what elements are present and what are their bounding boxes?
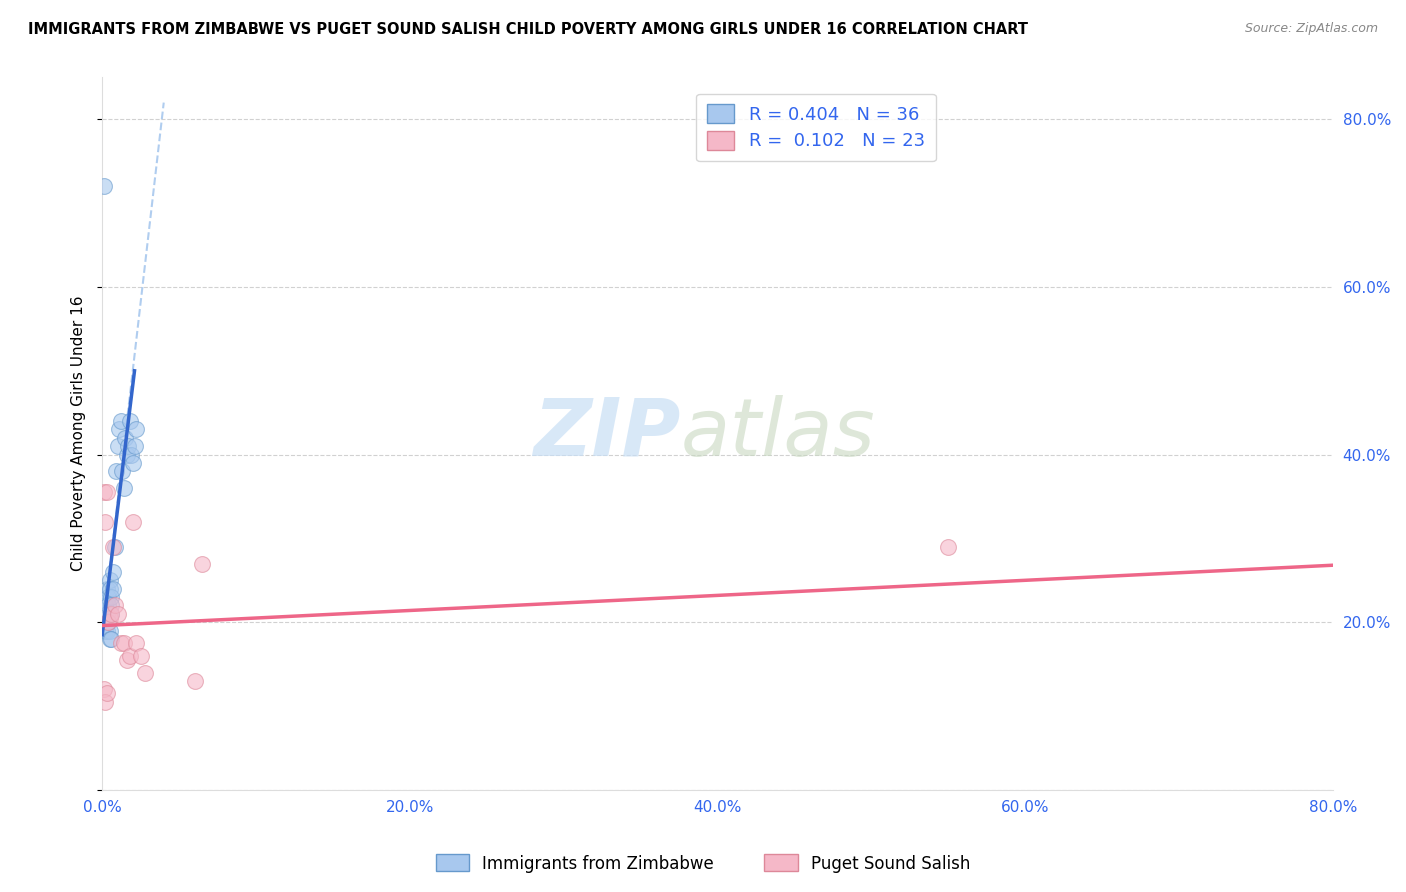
Point	[122, 456, 145, 470]
Point	[114, 431, 136, 445]
Point	[100, 599, 122, 613]
Point	[93, 485, 115, 500]
Point	[110, 414, 132, 428]
Point	[98, 632, 121, 646]
Text: ZIP: ZIP	[533, 394, 681, 473]
Point	[97, 590, 120, 604]
Point	[103, 540, 125, 554]
Point	[101, 582, 124, 596]
Point	[183, 673, 205, 688]
Point	[93, 682, 115, 697]
Point	[97, 599, 120, 613]
Point	[98, 582, 121, 596]
Point	[100, 607, 122, 621]
Point	[129, 648, 152, 663]
Point	[118, 648, 141, 663]
Text: Source: ZipAtlas.com: Source: ZipAtlas.com	[1244, 22, 1378, 36]
Point	[191, 557, 214, 571]
Point	[107, 439, 129, 453]
Point	[94, 599, 117, 613]
Text: atlas: atlas	[681, 394, 876, 473]
Point	[107, 607, 129, 621]
Point	[97, 615, 120, 630]
Point	[94, 624, 117, 638]
Point	[97, 615, 120, 630]
Point	[115, 448, 138, 462]
Point	[101, 540, 124, 554]
Point	[110, 636, 132, 650]
Point	[124, 439, 146, 453]
Point	[125, 422, 148, 436]
Point	[112, 636, 135, 650]
Point	[96, 582, 118, 596]
Point	[96, 485, 118, 500]
Point	[936, 540, 959, 554]
Point	[98, 574, 121, 588]
Point	[125, 636, 148, 650]
Legend: Immigrants from Zimbabwe, Puget Sound Salish: Immigrants from Zimbabwe, Puget Sound Sa…	[429, 847, 977, 880]
Point	[115, 653, 138, 667]
Point	[100, 590, 122, 604]
Point	[122, 515, 145, 529]
Point	[108, 422, 131, 436]
Text: IMMIGRANTS FROM ZIMBABWE VS PUGET SOUND SALISH CHILD POVERTY AMONG GIRLS UNDER 1: IMMIGRANTS FROM ZIMBABWE VS PUGET SOUND …	[28, 22, 1028, 37]
Point	[98, 624, 121, 638]
Point	[98, 611, 121, 625]
Point	[96, 607, 118, 621]
Point	[97, 615, 120, 630]
Point	[94, 695, 117, 709]
Point	[96, 624, 118, 638]
Point	[112, 481, 135, 495]
Point	[105, 464, 128, 478]
Point	[117, 439, 139, 453]
Point	[94, 515, 117, 529]
Point	[120, 448, 142, 462]
Point	[118, 414, 141, 428]
Legend: R = 0.404   N = 36, R =  0.102   N = 23: R = 0.404 N = 36, R = 0.102 N = 23	[696, 94, 935, 161]
Point	[103, 599, 125, 613]
Point	[93, 594, 115, 608]
Point	[111, 464, 134, 478]
Point	[96, 686, 118, 700]
Point	[100, 607, 122, 621]
Point	[101, 565, 124, 579]
Y-axis label: Child Poverty Among Girls Under 16: Child Poverty Among Girls Under 16	[72, 296, 86, 572]
Point	[100, 632, 122, 646]
Point	[134, 665, 156, 680]
Point	[93, 179, 115, 194]
